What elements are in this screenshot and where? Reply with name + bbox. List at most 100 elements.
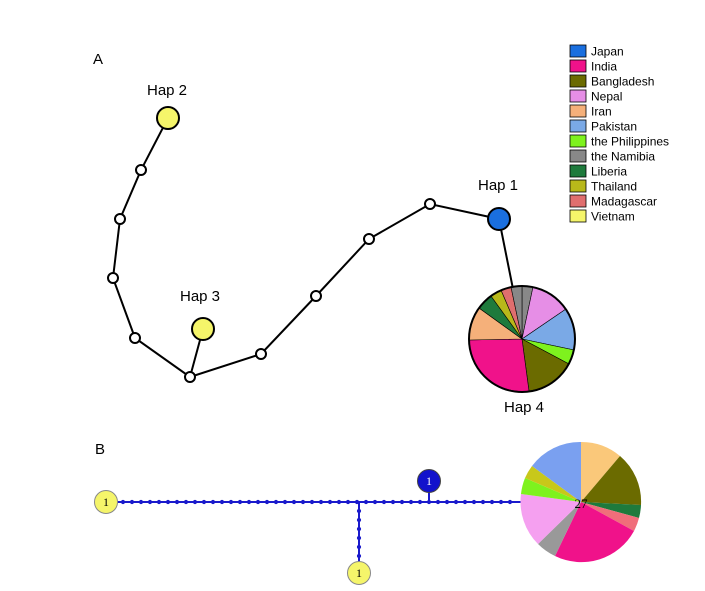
legend-item: Bangladesh	[569, 75, 654, 89]
blue-node-count: 1	[426, 474, 432, 488]
mutation-tick	[336, 499, 342, 505]
legend-swatch	[569, 194, 587, 208]
mutation-tick	[356, 535, 362, 541]
pie-b-slice-liberia	[581, 502, 641, 518]
legend-item: Madagascar	[569, 194, 657, 209]
legend-item: Thailand	[569, 179, 637, 194]
legend-item: Iran	[569, 104, 612, 119]
legend-item: Pakistan	[569, 119, 637, 134]
legend-label: the Namibia	[591, 150, 655, 164]
hap2-node	[156, 106, 180, 130]
panel-b-blue-node: 1	[417, 469, 441, 493]
mutation-tick	[273, 499, 279, 505]
mutation-tick	[291, 499, 297, 505]
panel-b-bottom-node: 1	[347, 561, 371, 585]
pie-b-slice-namibia	[538, 502, 581, 556]
panel-a-network-edges	[111, 117, 514, 379]
legend-item: the Philippines	[569, 135, 669, 149]
mutation-tick	[237, 499, 243, 505]
mutation-tick	[129, 499, 135, 505]
pie-b-slice-iran	[581, 441, 620, 502]
hap1-node	[487, 207, 511, 231]
mutation-tick	[246, 499, 252, 505]
mutation-tick	[372, 499, 378, 505]
mutation-tick	[174, 499, 180, 505]
legend-swatch	[569, 104, 587, 118]
mutation-tick	[408, 499, 414, 505]
median-vector-node	[135, 164, 147, 176]
mutation-tick	[498, 499, 504, 505]
mutation-tick	[390, 499, 396, 505]
median-vector-node	[107, 272, 119, 284]
panel-b-left-node: 1	[94, 490, 118, 514]
mutation-tick	[356, 544, 362, 550]
mutation-tick	[507, 499, 513, 505]
pie-b-slice-philippines	[521, 478, 581, 502]
mutation-tick	[356, 508, 362, 514]
mutation-tick	[228, 499, 234, 505]
mutation-tick	[183, 499, 189, 505]
legend-swatch	[569, 89, 587, 103]
panel-b-pie: 27	[520, 441, 642, 563]
mutation-tick	[471, 499, 477, 505]
mutation-tick	[318, 499, 324, 505]
mutation-tick	[381, 499, 387, 505]
bottom-node-count: 1	[356, 566, 362, 580]
mutation-tick	[264, 499, 270, 505]
legend-swatch	[569, 44, 587, 58]
mutation-tick	[435, 499, 441, 505]
hap3-label: Hap 3	[180, 288, 220, 305]
hap1-label: Hap 1	[478, 177, 518, 194]
legend-label: the Philippines	[591, 135, 669, 149]
hap4-pie	[468, 285, 576, 393]
pie-b-slice-india	[555, 502, 634, 563]
legend-item: Liberia	[569, 164, 627, 179]
mutation-tick	[417, 499, 423, 505]
median-vector-node	[255, 348, 267, 360]
hap2-label: Hap 2	[147, 82, 187, 99]
mutation-tick	[156, 499, 162, 505]
median-vector-node	[129, 332, 141, 344]
mutation-tick	[210, 499, 216, 505]
mutation-tick	[219, 499, 225, 505]
mutation-tick	[192, 499, 198, 505]
panel-b-mutation-ticks	[120, 499, 513, 559]
panel-a-median-vectors	[107, 164, 436, 383]
pie-b-count: 27	[575, 496, 589, 511]
legend-label: Pakistan	[591, 120, 637, 134]
median-vector-node	[184, 371, 196, 383]
mutation-tick	[356, 517, 362, 523]
mutation-tick	[354, 499, 360, 505]
median-vector-node	[114, 213, 126, 225]
legend-label: Vietnam	[591, 210, 635, 224]
hap4-slice-india	[468, 338, 530, 392]
pie-b-slice-thailand	[525, 466, 581, 502]
median-vector-node	[424, 198, 436, 210]
mutation-tick	[138, 499, 144, 505]
pie-b-slice-madagascar	[581, 502, 639, 531]
legend-swatch	[569, 179, 587, 193]
legend-item: the Namibia	[569, 149, 655, 164]
legend-swatch	[569, 164, 587, 178]
legend-label: Nepal	[591, 90, 622, 104]
legend-swatch	[569, 209, 587, 223]
mutation-tick	[462, 499, 468, 505]
legend-label: India	[591, 60, 617, 74]
legend-label: Iran	[591, 105, 612, 119]
legend-item: Japan	[569, 44, 624, 59]
legend-label: Thailand	[591, 180, 637, 194]
mutation-tick	[309, 499, 315, 505]
mutation-tick	[300, 499, 306, 505]
legend-swatch	[569, 59, 587, 73]
mutation-tick	[444, 499, 450, 505]
mutation-tick	[201, 499, 207, 505]
pie-b-slice-nepal	[520, 494, 581, 544]
mutation-tick	[489, 499, 495, 505]
legend-swatch	[569, 149, 587, 163]
legend-label: Japan	[591, 45, 624, 59]
panel-b-label: B	[95, 441, 105, 458]
mutation-tick	[120, 499, 126, 505]
legend-swatch	[569, 119, 587, 133]
mutation-tick	[345, 499, 351, 505]
